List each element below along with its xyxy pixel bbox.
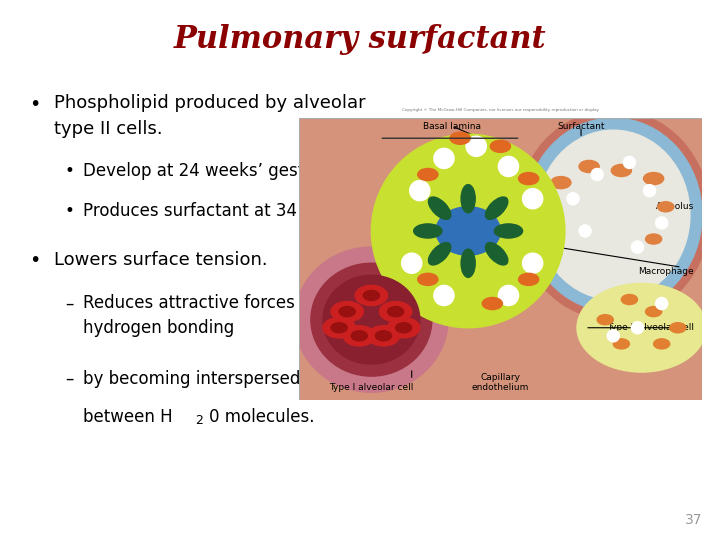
Circle shape — [656, 217, 667, 229]
Ellipse shape — [646, 234, 662, 244]
Ellipse shape — [461, 185, 475, 213]
Text: Macrophage: Macrophage — [639, 267, 694, 276]
Circle shape — [523, 188, 543, 209]
Circle shape — [402, 253, 422, 273]
Ellipse shape — [613, 339, 629, 349]
Ellipse shape — [379, 301, 412, 322]
Text: Phospholipid produced by alveolar
type II cells.: Phospholipid produced by alveolar type I… — [54, 94, 366, 138]
Circle shape — [656, 298, 667, 309]
Text: •: • — [29, 251, 40, 270]
Text: by becoming interspersed: by becoming interspersed — [83, 370, 300, 388]
Text: 37: 37 — [685, 512, 702, 526]
Ellipse shape — [495, 224, 523, 238]
Circle shape — [644, 185, 656, 197]
Ellipse shape — [294, 247, 448, 392]
Circle shape — [631, 322, 644, 334]
Ellipse shape — [621, 294, 637, 305]
Circle shape — [410, 180, 430, 201]
Circle shape — [631, 241, 644, 253]
Text: Capillary
endothelium: Capillary endothelium — [472, 373, 529, 392]
Ellipse shape — [323, 275, 420, 364]
Ellipse shape — [428, 197, 451, 219]
Ellipse shape — [516, 110, 710, 320]
Circle shape — [567, 193, 579, 205]
Ellipse shape — [646, 307, 662, 316]
Circle shape — [372, 134, 565, 328]
Ellipse shape — [428, 242, 451, 265]
Ellipse shape — [482, 298, 503, 309]
Text: Basal lamina: Basal lamina — [423, 122, 481, 131]
Text: Alveolus: Alveolus — [656, 202, 694, 211]
Ellipse shape — [536, 130, 690, 300]
Ellipse shape — [654, 339, 670, 349]
Ellipse shape — [418, 168, 438, 180]
Text: Lowers surface tension.: Lowers surface tension. — [54, 251, 268, 269]
Ellipse shape — [367, 326, 400, 346]
Text: Develop at 24 weeks’ gestation: Develop at 24 weeks’ gestation — [83, 162, 346, 180]
Ellipse shape — [414, 224, 442, 238]
Ellipse shape — [450, 132, 470, 144]
Ellipse shape — [485, 197, 508, 219]
Circle shape — [624, 157, 636, 168]
Text: –: – — [65, 370, 73, 388]
Ellipse shape — [436, 207, 500, 255]
Text: Reduces attractive forces of
hydrogen bonding: Reduces attractive forces of hydrogen bo… — [83, 294, 316, 338]
Ellipse shape — [351, 331, 367, 341]
Ellipse shape — [657, 202, 674, 212]
Ellipse shape — [670, 323, 686, 333]
Ellipse shape — [339, 307, 355, 316]
Circle shape — [579, 225, 591, 237]
Text: Produces surfactant at 34 weeks: Produces surfactant at 34 weeks — [83, 202, 355, 220]
Ellipse shape — [418, 273, 438, 286]
Circle shape — [466, 136, 486, 157]
Circle shape — [523, 253, 543, 273]
Ellipse shape — [395, 323, 412, 333]
Ellipse shape — [644, 172, 664, 185]
Ellipse shape — [323, 318, 355, 338]
Ellipse shape — [577, 284, 706, 372]
Circle shape — [498, 286, 518, 306]
Ellipse shape — [355, 286, 387, 306]
Text: 0 molecules.: 0 molecules. — [209, 408, 315, 426]
Ellipse shape — [331, 301, 364, 322]
Ellipse shape — [525, 118, 702, 312]
Ellipse shape — [461, 249, 475, 278]
Text: 2: 2 — [195, 414, 203, 427]
Ellipse shape — [311, 263, 432, 376]
Ellipse shape — [518, 273, 539, 286]
Text: Copyright © The McGraw-Hill Companies, nor licenses our responsibility reproduct: Copyright © The McGraw-Hill Companies, n… — [402, 108, 599, 112]
Text: •: • — [65, 162, 75, 180]
Ellipse shape — [343, 326, 375, 346]
Ellipse shape — [611, 165, 631, 177]
Circle shape — [591, 168, 603, 180]
Ellipse shape — [387, 307, 404, 316]
Ellipse shape — [331, 323, 347, 333]
Circle shape — [607, 330, 619, 342]
Text: •: • — [65, 202, 75, 220]
Ellipse shape — [551, 177, 571, 188]
Text: Type I alveolar cell: Type I alveolar cell — [329, 383, 413, 392]
Ellipse shape — [375, 331, 392, 341]
Ellipse shape — [490, 140, 510, 152]
Ellipse shape — [485, 242, 508, 265]
Ellipse shape — [387, 318, 420, 338]
Text: between H: between H — [83, 408, 172, 426]
Text: Type II alveolar cell: Type II alveolar cell — [607, 323, 694, 332]
Circle shape — [434, 286, 454, 306]
Ellipse shape — [597, 315, 613, 325]
Ellipse shape — [364, 291, 379, 301]
Text: •: • — [29, 94, 40, 113]
Circle shape — [498, 157, 518, 177]
Text: –: – — [65, 294, 73, 312]
Text: Surfactant: Surfactant — [557, 122, 605, 131]
Text: Pulmonary surfactant: Pulmonary surfactant — [174, 24, 546, 55]
Ellipse shape — [579, 160, 599, 172]
Ellipse shape — [518, 172, 539, 185]
Circle shape — [434, 148, 454, 168]
